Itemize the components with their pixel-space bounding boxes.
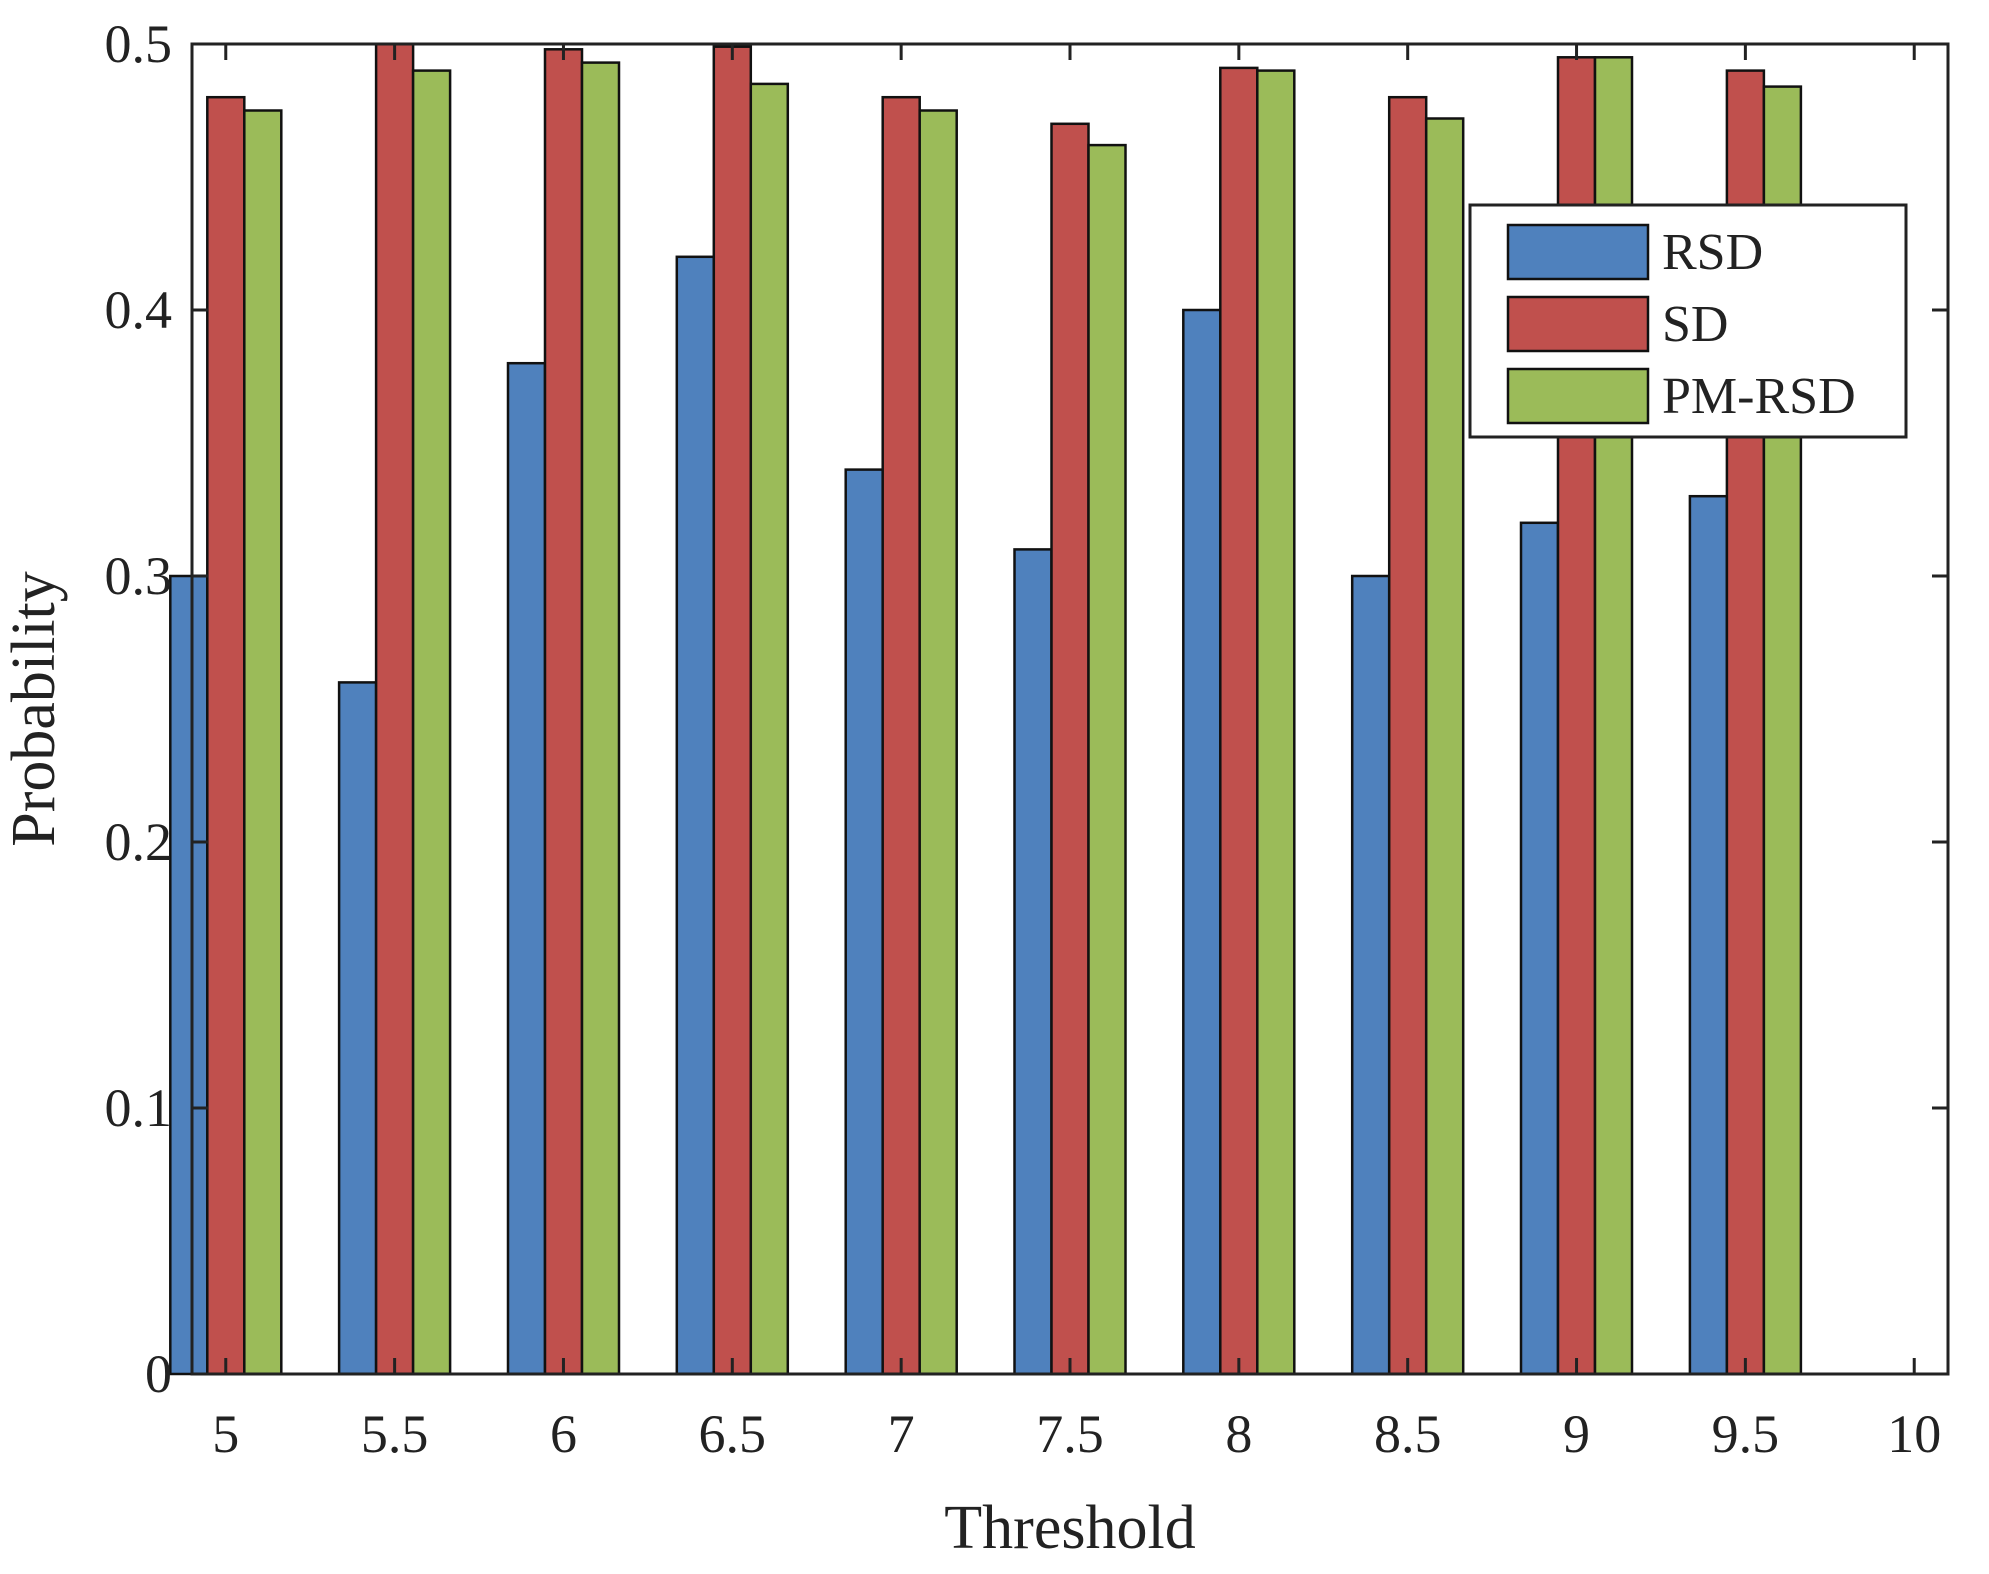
bar-sd-7 bbox=[881, 95, 921, 1376]
x-tick-label: 7 bbox=[888, 1404, 915, 1464]
bar-sd-8 bbox=[1219, 66, 1259, 1376]
legend-swatch-pm-rsd bbox=[1506, 367, 1650, 425]
y-tick-label: 0 bbox=[145, 1344, 172, 1404]
bar-rsd-8.5 bbox=[1350, 574, 1391, 1376]
x-tick-label: 8 bbox=[1225, 1404, 1252, 1464]
x-tick-label: 6 bbox=[550, 1404, 577, 1464]
y-axis-label: Probability bbox=[0, 571, 68, 847]
x-axis-label: Threshold bbox=[944, 1494, 1195, 1562]
x-tick-label: 5 bbox=[212, 1404, 239, 1464]
legend-label-pm-rsd: PM-RSD bbox=[1662, 368, 1856, 425]
x-tick-label: 5.5 bbox=[361, 1404, 429, 1464]
y-tick-label: 0.1 bbox=[105, 1078, 173, 1138]
bar-pm-rsd-8.5 bbox=[1424, 117, 1465, 1376]
bar-pm-rsd-5.5 bbox=[411, 69, 452, 1376]
bar-pm-rsd-5 bbox=[243, 109, 283, 1376]
bar-rsd-5 bbox=[169, 574, 209, 1376]
bar-sd-6.5 bbox=[712, 45, 753, 1376]
x-tick-label: 8.5 bbox=[1374, 1404, 1442, 1464]
y-tick-label: 0.3 bbox=[105, 546, 173, 606]
bar-sd-7.5 bbox=[1050, 122, 1090, 1376]
x-tick-label: 10 bbox=[1887, 1404, 1941, 1464]
bar-rsd-7.5 bbox=[1013, 548, 1053, 1376]
x-tick-label: 7.5 bbox=[1036, 1404, 1104, 1464]
axis-tick-labels: 5 5.5 6 6.5 7 7.5 8 8.5 9 9.5 10 0 0.1 0.2 0.3 0.4 0.5 bbox=[105, 14, 1942, 1464]
x-tick-label: 9.5 bbox=[1712, 1404, 1780, 1464]
bar-sd-5 bbox=[206, 95, 246, 1376]
bar-sd-6 bbox=[543, 48, 584, 1376]
legend-swatch-sd bbox=[1506, 295, 1650, 353]
bar-pm-rsd-6 bbox=[580, 61, 621, 1376]
x-tick-label: 9 bbox=[1563, 1404, 1590, 1464]
bar-pm-rsd-8 bbox=[1256, 69, 1296, 1376]
bar-rsd-9.5 bbox=[1688, 494, 1729, 1376]
axis-ticks bbox=[192, 42, 1948, 1376]
legend-label-rsd: RSD bbox=[1662, 224, 1763, 281]
legend: RSD SD PM-RSD bbox=[1468, 203, 1908, 439]
bar-pm-rsd-7.5 bbox=[1087, 143, 1127, 1376]
bar-sd-8.5 bbox=[1387, 95, 1428, 1376]
bar-rsd-6 bbox=[506, 361, 547, 1376]
y-tick-label: 0.4 bbox=[105, 280, 173, 340]
bar-rsd-5.5 bbox=[337, 681, 378, 1376]
legend-label-sd: SD bbox=[1662, 296, 1728, 353]
bar-pm-rsd-6.5 bbox=[749, 82, 790, 1376]
bar-rsd-6.5 bbox=[675, 255, 716, 1376]
bar-rsd-9 bbox=[1519, 521, 1560, 1376]
x-tick-label: 6.5 bbox=[699, 1404, 767, 1464]
bar-pm-rsd-7 bbox=[918, 109, 958, 1376]
bar-sd-5.5 bbox=[374, 42, 415, 1376]
bar-group bbox=[169, 42, 1803, 1376]
y-tick-label: 0.2 bbox=[105, 812, 173, 872]
legend-swatch-rsd bbox=[1506, 223, 1650, 281]
bar-rsd-7 bbox=[844, 468, 884, 1376]
y-tick-label: 0.5 bbox=[105, 14, 173, 74]
bar-rsd-8 bbox=[1182, 308, 1222, 1376]
